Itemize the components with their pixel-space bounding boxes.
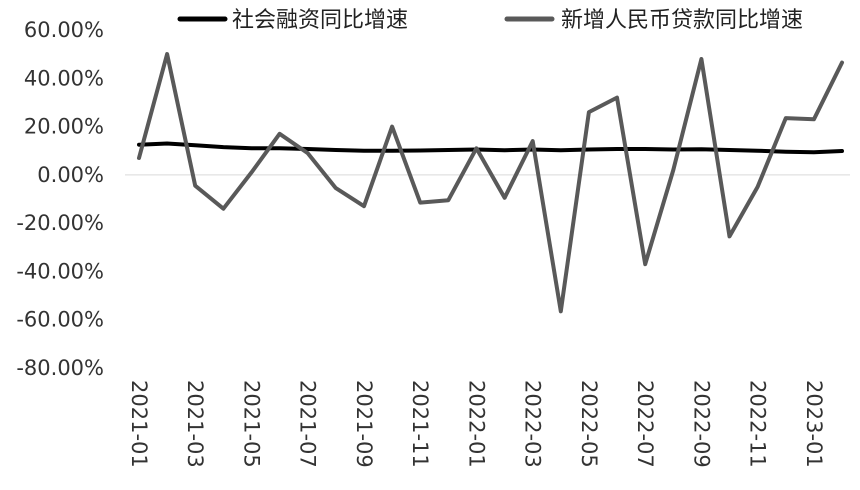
data-point bbox=[784, 116, 787, 120]
data-point bbox=[700, 57, 703, 61]
data-point bbox=[644, 263, 647, 266]
data-point bbox=[419, 201, 422, 204]
x-tick-label: 2022-07 bbox=[633, 380, 657, 468]
data-point bbox=[390, 125, 394, 128]
data-point bbox=[165, 52, 169, 56]
data-point bbox=[587, 148, 591, 151]
data-point bbox=[419, 149, 422, 152]
data-point bbox=[250, 147, 253, 150]
data-point bbox=[784, 150, 787, 153]
data-point bbox=[475, 147, 478, 150]
x-tick-label: 2022-11 bbox=[746, 380, 770, 468]
x-tick-label: 2022-01 bbox=[464, 380, 488, 468]
x-axis: 2021-01 2021-03 2021-05 2021-07 2021-09 2021-… bbox=[127, 380, 826, 468]
data-point bbox=[840, 61, 844, 64]
data-point bbox=[447, 148, 450, 152]
data-point bbox=[615, 147, 619, 151]
x-tick-label: 2021-07 bbox=[296, 380, 320, 468]
data-point bbox=[334, 148, 337, 152]
data-point bbox=[194, 184, 197, 187]
data-point bbox=[503, 196, 506, 199]
data-point bbox=[334, 186, 337, 190]
data-point bbox=[362, 205, 366, 208]
y-tick-label: -20.00% bbox=[16, 211, 104, 235]
data-point bbox=[672, 148, 675, 151]
data-point bbox=[672, 168, 675, 172]
data-point bbox=[644, 147, 647, 151]
data-point bbox=[728, 148, 731, 152]
data-point bbox=[700, 148, 703, 151]
x-tick-label: 2022-09 bbox=[689, 380, 713, 468]
data-point bbox=[728, 235, 731, 238]
data-point bbox=[390, 149, 394, 152]
data-point bbox=[194, 144, 197, 147]
x-tick-label: 2021-11 bbox=[408, 380, 432, 468]
data-point bbox=[222, 207, 225, 210]
series-line-1 bbox=[137, 141, 844, 155]
x-tick-label: 2023-01 bbox=[802, 380, 826, 468]
y-axis: 60.00% 40.00% 20.00% 0.00% -20.00% -40.00% -60… bbox=[16, 18, 104, 380]
data-point bbox=[137, 143, 141, 146]
data-point bbox=[278, 147, 281, 150]
data-point bbox=[306, 151, 309, 155]
data-point bbox=[503, 149, 506, 152]
y-tick-label: 40.00% bbox=[24, 66, 104, 90]
data-point bbox=[165, 142, 169, 145]
data-point bbox=[840, 149, 844, 153]
data-point bbox=[812, 151, 816, 154]
x-tick-label: 2022-03 bbox=[521, 380, 545, 468]
data-point bbox=[615, 96, 619, 99]
legend-label-2: 新增人民币贷款同比增速 bbox=[561, 8, 803, 33]
x-tick-label: 2022-05 bbox=[577, 380, 601, 468]
data-point bbox=[756, 185, 759, 189]
data-point bbox=[756, 149, 759, 152]
y-tick-label: 0.00% bbox=[37, 163, 104, 187]
data-point bbox=[278, 132, 281, 135]
data-point bbox=[137, 156, 141, 160]
x-tick-label: 2021-03 bbox=[183, 380, 207, 468]
data-point bbox=[362, 149, 366, 152]
data-point bbox=[250, 171, 253, 174]
data-point bbox=[447, 199, 450, 202]
y-tick-label: 60.00% bbox=[24, 18, 104, 42]
data-point bbox=[559, 149, 562, 152]
data-point bbox=[222, 145, 225, 149]
y-tick-label: -40.00% bbox=[16, 259, 104, 283]
series-layer bbox=[137, 52, 844, 314]
data-point bbox=[306, 147, 309, 151]
data-point bbox=[812, 118, 816, 121]
x-tick-label: 2021-01 bbox=[127, 380, 151, 468]
legend-label-1: 社会融资同比增速 bbox=[232, 8, 408, 33]
legend: 社会融资同比增速 新增人民币贷款同比增速 bbox=[177, 8, 803, 33]
data-point bbox=[559, 310, 562, 313]
data-point bbox=[587, 110, 591, 114]
y-tick-label: -60.00% bbox=[16, 308, 104, 332]
x-tick-label: 2021-05 bbox=[239, 380, 263, 468]
y-tick-label: -80.00% bbox=[16, 356, 104, 380]
x-tick-label: 2021-09 bbox=[352, 380, 376, 468]
data-point bbox=[531, 139, 534, 143]
series-line-2 bbox=[137, 52, 844, 314]
y-tick-label: 20.00% bbox=[24, 115, 104, 139]
